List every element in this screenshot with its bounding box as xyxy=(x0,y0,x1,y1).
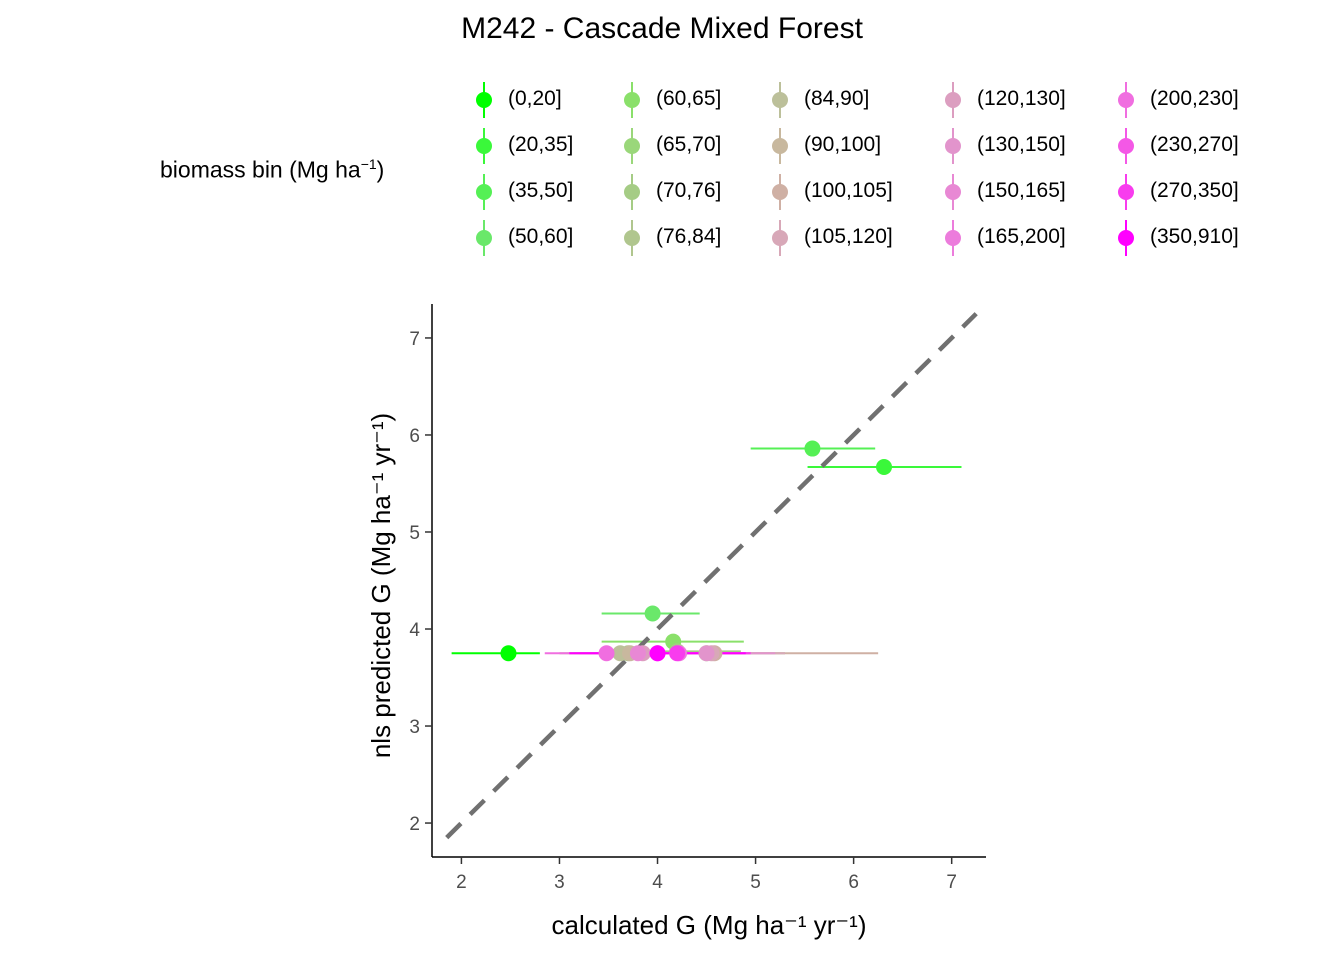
chart-title: M242 - Cascade Mixed Forest xyxy=(461,12,863,45)
x-tick-label-3: 5 xyxy=(750,872,761,893)
legend-item-label: (35,50] xyxy=(508,179,574,202)
legend-item-label: (50,60] xyxy=(508,225,574,248)
y-tick-label-2: 4 xyxy=(409,620,420,641)
legend-key-icon xyxy=(772,174,788,210)
data-point-18 xyxy=(669,645,686,662)
legend-item-label: (150,165] xyxy=(977,179,1066,202)
legend-item-label: (20,35] xyxy=(508,133,574,156)
legend-item-label: (270,350] xyxy=(1150,179,1239,202)
x-tick-label-1: 3 xyxy=(554,872,565,893)
legend-item-label: (84,90] xyxy=(804,87,870,110)
y-tick-label-0: 2 xyxy=(409,814,420,835)
data-point-0 xyxy=(500,645,517,662)
legend-key-icon xyxy=(476,128,492,164)
legend-key-icon xyxy=(945,128,961,164)
legend-key-icon xyxy=(1118,220,1134,256)
data-point-16 xyxy=(598,645,615,662)
legend-key-icon xyxy=(624,174,640,210)
legend-item-label: (350,910] xyxy=(1150,225,1239,248)
legend-item-label: (65,70] xyxy=(656,133,722,156)
data-point-3 xyxy=(644,605,661,622)
legend-item-label: (100,105] xyxy=(804,179,893,202)
legend-key-icon xyxy=(476,174,492,210)
x-tick-label-2: 4 xyxy=(652,872,663,893)
legend-title-close: ) xyxy=(376,156,385,183)
legend-title-text: biomass bin (Mg ha xyxy=(160,156,361,183)
x-tick-label-4: 6 xyxy=(848,872,859,893)
x-tick-label-5: 7 xyxy=(946,872,957,893)
legend-key-icon xyxy=(945,220,961,256)
y-tick-label-1: 3 xyxy=(409,717,420,738)
legend-key-icon xyxy=(624,220,640,256)
legend-item-label: (230,270] xyxy=(1150,133,1239,156)
legend-item-label: (130,150] xyxy=(977,133,1066,156)
legend-item-label: (76,84] xyxy=(656,225,722,248)
legend-title: biomass bin (Mg ha−1) xyxy=(160,156,384,184)
reference-line xyxy=(445,312,978,840)
legend-item-label: (120,130] xyxy=(977,87,1066,110)
legend-item-label: (70,76] xyxy=(656,179,722,202)
legend-item-label: (200,230] xyxy=(1150,87,1239,110)
legend-item-label: (90,100] xyxy=(804,133,882,156)
x-tick-label-0: 2 xyxy=(456,872,467,893)
legend-key-icon xyxy=(945,82,961,118)
data-point-1 xyxy=(876,458,893,475)
x-axis-title: calculated G (Mg ha⁻¹ yr⁻¹) xyxy=(552,910,867,940)
legend-key-icon xyxy=(624,82,640,118)
reference-line-group xyxy=(445,312,978,840)
legend-key-icon xyxy=(945,174,961,210)
data-points xyxy=(500,440,893,662)
y-tick-label-4: 6 xyxy=(409,426,420,447)
legend-key-icon xyxy=(624,128,640,164)
data-point-14 xyxy=(629,645,646,662)
data-point-19 xyxy=(649,645,666,662)
data-point-13 xyxy=(698,645,715,662)
legend-key-icon xyxy=(1118,82,1134,118)
legend-key-icon xyxy=(1118,174,1134,210)
legend-key-icon xyxy=(772,220,788,256)
legend-key-icon xyxy=(476,82,492,118)
y-axis-title: nls predicted G (Mg ha⁻¹ yr⁻¹) xyxy=(366,413,396,758)
legend-item-label: (0,20] xyxy=(508,87,562,110)
data-point-2 xyxy=(804,440,821,457)
y-tick-label-5: 7 xyxy=(409,329,420,350)
legend-item-label: (165,200] xyxy=(977,225,1066,248)
legend-key-icon xyxy=(772,128,788,164)
legend-key-icon xyxy=(772,82,788,118)
error-bars xyxy=(451,447,962,655)
y-tick-label-3: 5 xyxy=(409,523,420,544)
legend-key-icon xyxy=(1118,128,1134,164)
legend-title-superscript: −1 xyxy=(360,156,377,172)
axes: 2 3 4 5 6 7 2 3 4 5 6 7 xyxy=(409,304,986,893)
legend-item-label: (105,120] xyxy=(804,225,893,248)
legend-item-label: (60,65] xyxy=(656,87,722,110)
legend-key-icon xyxy=(476,220,492,256)
